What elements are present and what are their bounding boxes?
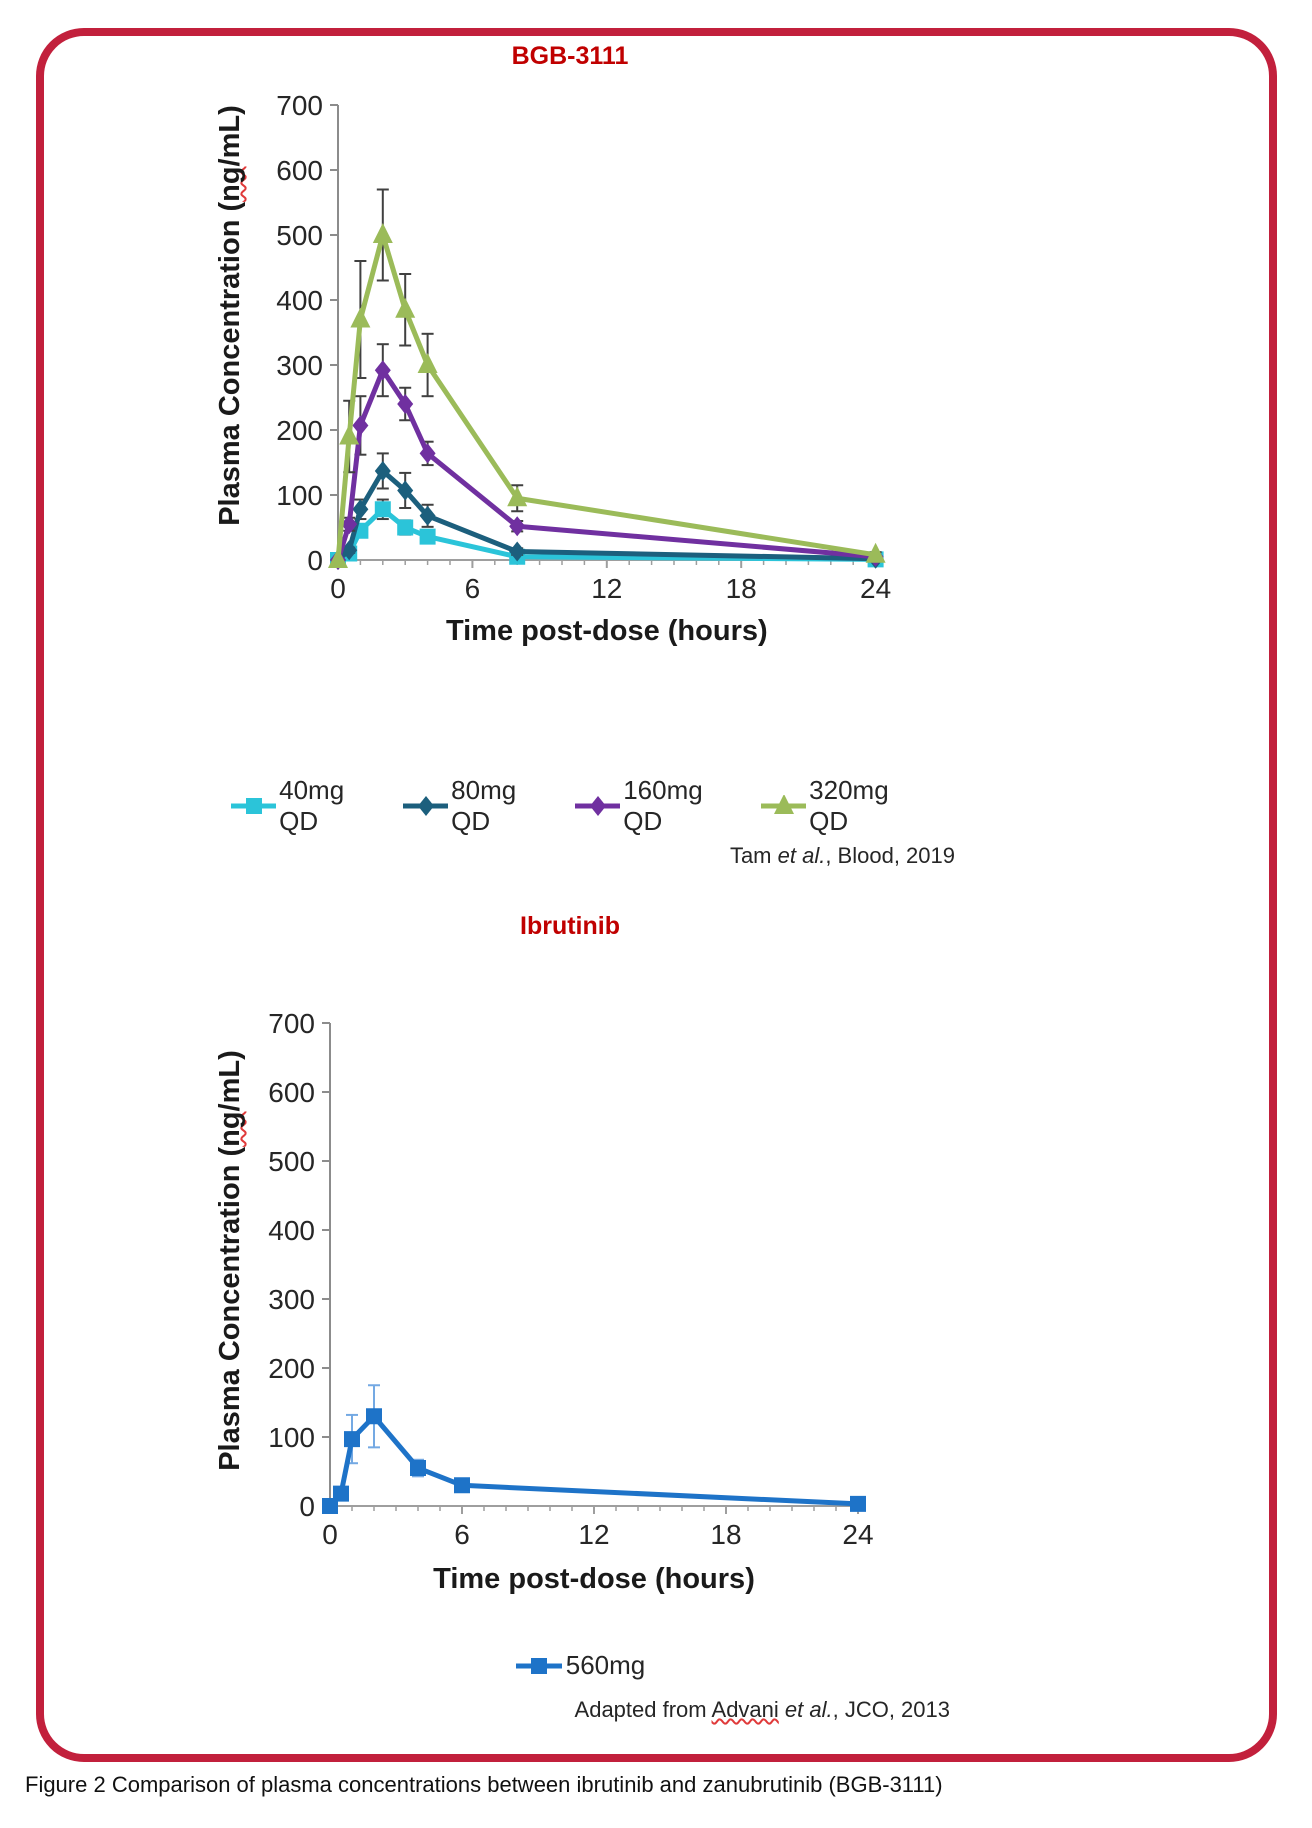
y-tick-label: 400 [268, 1215, 315, 1246]
series-marker-triangle [372, 223, 393, 243]
figure-border [36, 28, 1277, 1762]
chart2-title: Ibrutinib [520, 912, 620, 940]
attribution-text: , JCO, 2013 [832, 1697, 950, 1722]
series-marker-square [374, 501, 391, 518]
legend-label: 560mg [565, 1650, 646, 1680]
x-tick-label: 0 [330, 573, 346, 604]
series-marker-diamond [352, 415, 369, 436]
x-tick-label: 6 [454, 1519, 470, 1550]
series-marker-diamond [509, 516, 526, 537]
figure-caption: Figure 2 Comparison of plasma concentrat… [25, 1772, 943, 1797]
chart2-legend: 560mg [230, 1650, 930, 1681]
series-marker-square [333, 1485, 349, 1502]
legend-marker-icon [231, 798, 277, 814]
series-line-160mg-qd [335, 367, 879, 563]
series-marker-square [419, 528, 436, 545]
legend-marker [246, 798, 262, 814]
legend-marker [530, 1657, 547, 1674]
series-marker-square [366, 1408, 382, 1425]
attribution-misspelled-word: Advani [711, 1697, 779, 1722]
x-tick-label: 12 [578, 1519, 609, 1550]
series-line-560mg [327, 1413, 861, 1509]
legend-marker-icon [403, 796, 449, 816]
legend-marker [774, 795, 795, 814]
chart2-attribution: Adapted from Advani et al., JCO, 2013 [530, 1697, 950, 1723]
x-tick-label: 0 [322, 1519, 338, 1550]
legend-label: 80mg QD [451, 775, 517, 836]
y-tick-label: 400 [276, 285, 323, 316]
x-tick-label: 18 [710, 1519, 741, 1550]
legend-item-80mg-qd: 80mg QD [402, 775, 558, 837]
series-marker-square [397, 519, 414, 536]
series-marker-diamond [397, 480, 414, 501]
y-tick-label: 700 [268, 1008, 315, 1039]
series-marker-diamond [374, 360, 391, 381]
attribution-etal: et al. [777, 843, 826, 868]
chart1-plot-area: 0 100 200 300 400 500 600 700 0 6 12 18 24 Time post-… [276, 90, 891, 647]
series-marker-diamond [419, 505, 436, 526]
series-marker-triangle [865, 542, 886, 563]
y-tick-label: 200 [276, 415, 323, 446]
series-marker-diamond [352, 499, 369, 520]
series-marker-triangle [350, 307, 371, 328]
chart2-plot-area: 0 100 200 300 400 500 600 700 0 6 12 18 24 Time post-… [268, 1008, 873, 1595]
series-line-320mg-qd [335, 232, 879, 563]
series-marker-triangle [328, 548, 348, 568]
series-marker-triangle [417, 353, 438, 373]
legend-label: 40mg QD [279, 775, 345, 836]
x-tick-label: 6 [465, 573, 481, 604]
y-tick-label: 500 [268, 1146, 315, 1177]
series-marker-square [850, 1495, 866, 1512]
series-marker-square [322, 1498, 338, 1514]
chart1-title: BGB-3111 [511, 42, 629, 70]
series-marker-square [410, 1460, 426, 1477]
legend-label: 160mg QD [623, 775, 703, 836]
series-marker-square [344, 1431, 360, 1448]
y-tick-label: 600 [268, 1077, 315, 1108]
legend-marker-icon [515, 1657, 562, 1674]
x-axis-title: Time post-dose (hours) [446, 615, 768, 647]
y-tick-label: 700 [276, 90, 323, 121]
series-marker-diamond [341, 514, 358, 535]
x-tick-label: 24 [860, 573, 891, 604]
series-marker-triangle [339, 424, 360, 445]
y-tick-label: 100 [276, 480, 323, 511]
attribution-text: Adapted from [574, 1697, 712, 1722]
series-marker-diamond [397, 394, 414, 414]
chart1-legend: 40mg QD 80mg QD 160mg QD 320mg QD [230, 775, 930, 837]
series-marker-diamond [419, 443, 436, 464]
x-tick-label: 18 [726, 573, 757, 604]
legend-marker-icon [761, 795, 807, 814]
attribution-etal: et al. [778, 1697, 833, 1722]
legend-label: 320mg QD [809, 775, 889, 836]
y-tick-label: 100 [268, 1422, 315, 1453]
x-tick-label: 24 [842, 1519, 873, 1550]
x-axis-title: Time post-dose (hours) [433, 1563, 755, 1595]
y-tick-label: 0 [299, 1491, 315, 1522]
y-tick-label: 500 [276, 220, 323, 251]
series-marker-triangle [395, 297, 416, 318]
series-marker-triangle [507, 486, 528, 507]
legend-item-560mg: 560mg [515, 1650, 646, 1681]
y-tick-label: 600 [276, 155, 323, 186]
attribution-text: Tam [729, 843, 778, 868]
series-marker-diamond [509, 541, 526, 562]
legend-marker-icon [575, 796, 621, 816]
legend-item-320mg-qd: 320mg QD [760, 775, 930, 837]
series-marker-square [454, 1477, 470, 1494]
y-tick-label: 200 [268, 1353, 315, 1384]
series-line-80mg-qd [335, 468, 879, 563]
chart1-attribution: Tam et al., Blood, 2019 [535, 843, 955, 869]
y-tick-label: 0 [307, 545, 323, 576]
y-tick-label: 300 [268, 1284, 315, 1315]
attribution-text: , Blood, 2019 [825, 843, 955, 868]
legend-item-160mg-qd: 160mg QD [574, 775, 744, 837]
series-marker-diamond [374, 460, 391, 481]
legend-item-40mg-qd: 40mg QD [230, 775, 386, 837]
legend-marker [590, 796, 607, 816]
x-tick-label: 12 [591, 573, 622, 604]
legend-marker [418, 796, 435, 816]
y-tick-label: 300 [276, 350, 323, 381]
